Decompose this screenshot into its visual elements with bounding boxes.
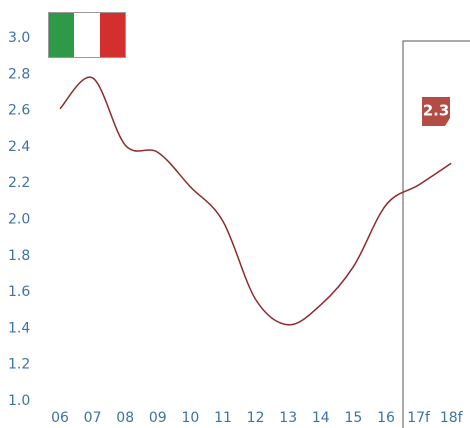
x-tick-label: 17f <box>407 410 431 426</box>
y-tick-label: 3.0 <box>8 30 30 46</box>
x-tick-label: 14 <box>312 410 330 426</box>
y-tick-label: 2.8 <box>8 66 30 82</box>
flag <box>48 12 126 58</box>
y-tick-label: 1.0 <box>8 393 30 409</box>
x-tick-label: 15 <box>344 410 362 426</box>
y-tick-label: 1.2 <box>8 357 30 373</box>
x-tick-label: 16 <box>377 410 395 426</box>
x-tick-label: 07 <box>84 410 102 426</box>
x-tick-label: 13 <box>279 410 297 426</box>
flag-green <box>48 12 74 58</box>
x-tick-label: 06 <box>51 410 69 426</box>
forecast-divider <box>402 40 470 428</box>
y-tick-label: 2.0 <box>8 212 30 228</box>
line <box>59 76 452 326</box>
y-tick-label: 2.4 <box>8 139 30 155</box>
x-tick-label: 18f <box>440 410 464 426</box>
x-tick-label: 09 <box>149 410 167 426</box>
flag-border <box>48 12 126 58</box>
y-tick-label: 1.6 <box>8 284 30 300</box>
annotation-box <box>422 97 450 126</box>
annotation: 2.3 <box>423 102 450 120</box>
flag-white <box>74 12 100 58</box>
x-tick-label: 12 <box>247 410 265 426</box>
y-tick-label: 1.8 <box>8 248 30 264</box>
x-tick-label: 10 <box>181 410 199 426</box>
flag-red <box>100 12 126 58</box>
x-tick-label: 08 <box>116 410 134 426</box>
y-tick-label: 1.4 <box>8 320 30 336</box>
x-tick-label: 11 <box>214 410 232 426</box>
y-tick-label: 2.6 <box>8 103 30 119</box>
y-tick-label: 2.2 <box>8 175 30 191</box>
